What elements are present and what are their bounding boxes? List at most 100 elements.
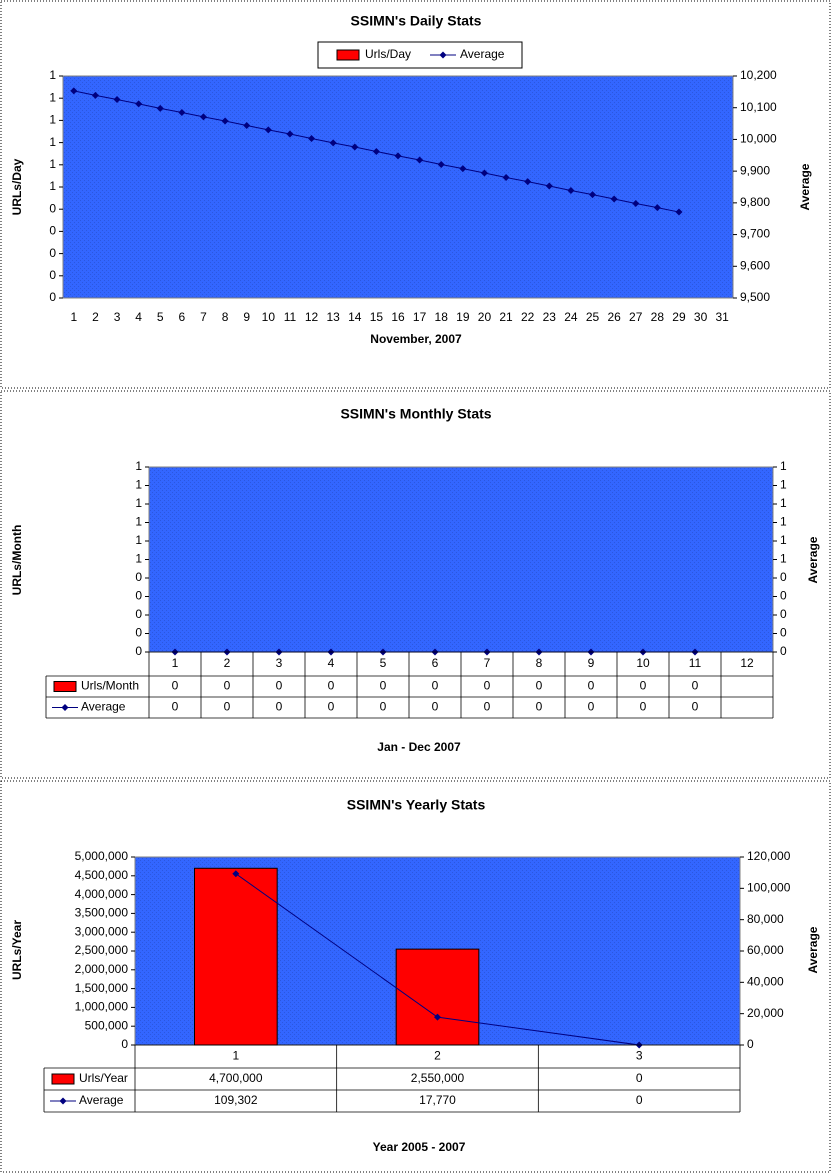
panel: [0, 780, 831, 1173]
y2-tick-label: 120,000: [747, 849, 791, 863]
y-tick-label: 0: [135, 644, 142, 658]
y2-tick-label: 0: [747, 1037, 754, 1051]
marker: [243, 121, 251, 129]
y2-tick-label: 9,700: [740, 227, 770, 241]
x-tick-label: 13: [326, 310, 340, 324]
marker: [437, 160, 445, 168]
y2-axis-title: Average: [806, 926, 820, 973]
x-tick-label: 23: [543, 310, 557, 324]
y2-tick-label: 9,800: [740, 195, 770, 209]
marker: [632, 199, 640, 207]
x-tick-label: 21: [499, 310, 513, 324]
y-tick-label: 1: [135, 459, 142, 473]
x-tick-label: 26: [607, 310, 621, 324]
legend-marker: [439, 51, 447, 59]
y-tick-label: 1: [135, 496, 142, 510]
x-axis-title: Year 2005 - 2007: [373, 1140, 466, 1154]
table-cell: 0: [432, 679, 439, 693]
table-cell: 0: [640, 679, 647, 693]
x-tick-label: 27: [629, 310, 643, 324]
y2-tick-label: 1: [780, 496, 787, 510]
y2-tick-label: 1: [780, 478, 787, 492]
y-tick-label: 1: [49, 157, 56, 171]
table-cell: 0: [276, 679, 283, 693]
marker: [156, 104, 164, 112]
marker: [610, 195, 618, 203]
x-tick-label: 1: [70, 310, 77, 324]
y-tick-label: 1: [135, 478, 142, 492]
x-tick-label: 5: [157, 310, 164, 324]
legend-label: Urls/Year: [79, 1071, 128, 1085]
x-tick-label: 12: [305, 310, 319, 324]
y-tick-label: 0: [135, 589, 142, 603]
marker: [653, 204, 661, 212]
legend-label: Average: [81, 700, 126, 714]
x-tick-label: 14: [348, 310, 362, 324]
y-tick-label: 1: [135, 533, 142, 547]
x-tick-label: 6: [179, 310, 186, 324]
marker: [135, 100, 143, 108]
table-cell: 0: [484, 679, 491, 693]
table-cell: 0: [172, 700, 179, 714]
table-cell: 0: [484, 700, 491, 714]
marker: [524, 178, 532, 186]
legend-label: Average: [79, 1093, 124, 1107]
x-tick-label: 15: [370, 310, 384, 324]
marker: [308, 134, 316, 142]
y-tick-label: 0: [49, 246, 56, 260]
legend-label: Urls/Day: [365, 47, 411, 61]
x-tick-label: 9: [588, 656, 595, 670]
table-cell: 4,700,000: [209, 1071, 263, 1085]
y-tick-label: 0: [49, 201, 56, 215]
y2-tick-label: 10,200: [740, 68, 777, 82]
table-cell: 0: [588, 700, 595, 714]
marker: [675, 208, 683, 216]
marker: [545, 182, 553, 190]
y-tick-label: 1: [49, 90, 56, 104]
table-cell: 0: [276, 700, 283, 714]
y-tick-label: 4,500,000: [75, 868, 129, 882]
table-cell: 0: [380, 700, 387, 714]
x-tick-label: 19: [456, 310, 470, 324]
y2-tick-label: 9,500: [740, 290, 770, 304]
table-cell: 2,550,000: [411, 1071, 465, 1085]
marker: [502, 173, 510, 181]
legend-marker: [59, 1097, 67, 1105]
marker: [232, 870, 240, 878]
legend-swatch: [53, 681, 77, 692]
y2-tick-label: 10,000: [740, 132, 777, 146]
y-tick-label: 0: [135, 607, 142, 621]
x-tick-label: 1: [172, 656, 179, 670]
x-tick-label: 11: [689, 656, 702, 670]
x-tick-label: 24: [564, 310, 578, 324]
marker: [113, 95, 121, 103]
table-cell: 0: [224, 700, 231, 714]
y-tick-label: 1,000,000: [75, 1000, 129, 1014]
y-tick-label: 0: [121, 1037, 128, 1051]
y2-tick-label: 20,000: [747, 1006, 784, 1020]
marker: [286, 130, 294, 138]
y2-tick-label: 1: [780, 533, 787, 547]
y-axis-title: URLs/Day: [10, 158, 24, 215]
marker: [416, 156, 424, 164]
x-tick-label: 2: [92, 310, 99, 324]
x-tick-label: 31: [716, 310, 730, 324]
y2-tick-label: 60,000: [747, 943, 784, 957]
y2-tick-label: 0: [780, 644, 787, 658]
marker: [70, 87, 78, 95]
x-tick-label: 3: [636, 1049, 643, 1063]
y2-tick-label: 100,000: [747, 881, 791, 895]
y-tick-label: 0: [135, 570, 142, 584]
x-tick-label: 4: [328, 656, 335, 670]
y2-tick-label: 0: [780, 626, 787, 640]
legend-swatch: [51, 1073, 75, 1085]
legend-label: Average: [460, 47, 505, 61]
x-tick-label: 3: [114, 310, 121, 324]
x-tick-label: 8: [222, 310, 229, 324]
y-tick-label: 3,000,000: [75, 924, 129, 938]
x-tick-label: 11: [284, 310, 297, 324]
y-tick-label: 5,000,000: [75, 849, 129, 863]
x-tick-label: 30: [694, 310, 708, 324]
x-tick-label: 12: [740, 656, 754, 670]
